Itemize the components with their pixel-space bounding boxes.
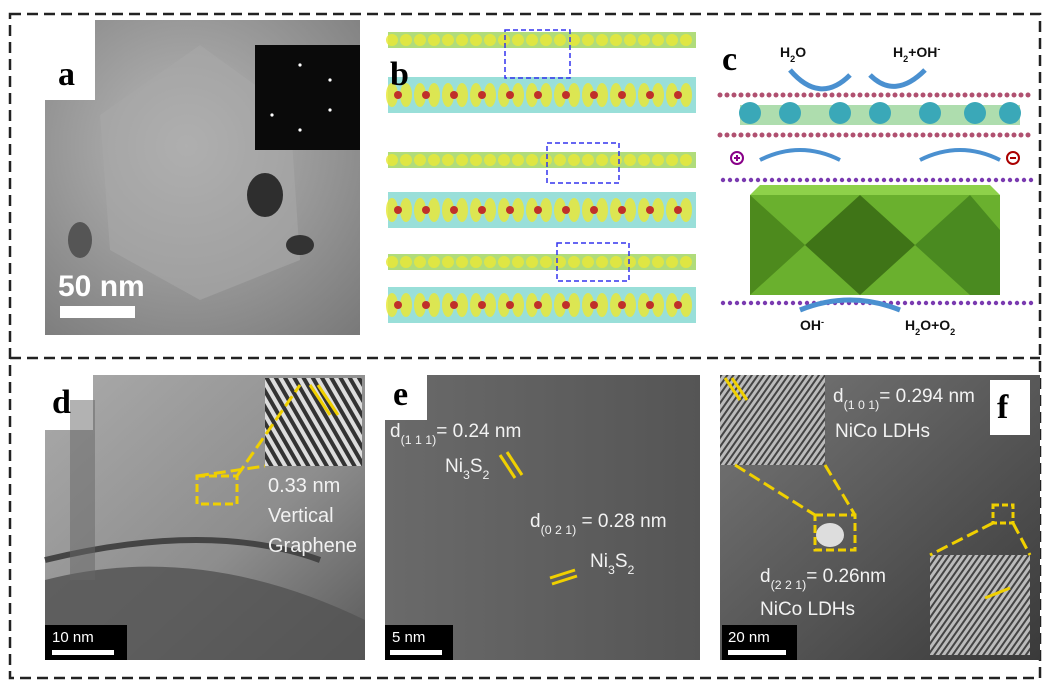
annotation: d(1 0 1)= 0.294 nm xyxy=(833,386,975,412)
annotation-part: NiCo LDHs xyxy=(835,421,930,442)
annotation-part: - xyxy=(821,317,824,327)
panel-label: a xyxy=(58,56,75,93)
panel-b-image xyxy=(385,25,700,335)
annotation-part: S xyxy=(615,551,628,572)
annotation-part: d xyxy=(760,566,771,587)
annotation: H2O xyxy=(780,44,806,64)
annotation-part: O+O xyxy=(920,317,950,333)
panel-c-diagram xyxy=(717,68,1034,313)
annotation: d(0 2 1) = 0.28 nm xyxy=(530,511,667,537)
annotation-part: Ni xyxy=(590,551,608,572)
annotation: Vertical xyxy=(268,505,334,527)
scale-bar-label: 10 nm xyxy=(52,629,94,646)
annotation: Ni3S2 xyxy=(590,551,635,577)
annotation: H2O+O2 xyxy=(905,317,955,337)
annotation-part: H xyxy=(905,317,915,333)
annotation-part: S xyxy=(470,456,483,477)
annotation-part: = 0.294 nm xyxy=(879,386,975,407)
annotation-part: d xyxy=(530,511,541,532)
annotation-part: +OH xyxy=(908,44,937,60)
annotation: NiCo LDHs xyxy=(760,599,855,620)
annotation-part: 2 xyxy=(903,54,908,64)
annotation-part: (1 0 1) xyxy=(844,398,880,412)
panel-label: d xyxy=(52,384,71,421)
panel-f-image xyxy=(720,375,1040,660)
annotation-part: 2 xyxy=(950,327,955,337)
annotation: NiCo LDHs xyxy=(835,421,930,442)
annotation-part: 3 xyxy=(463,468,470,482)
annotation: d(1 1 1)= 0.24 nm xyxy=(390,421,521,447)
annotation: Ni3S2 xyxy=(445,456,490,482)
annotation-part: H xyxy=(780,44,790,60)
annotation-part: 2 xyxy=(915,327,920,337)
annotation-part: 2 xyxy=(790,54,795,64)
annotation-part: Ni xyxy=(445,456,463,477)
annotation-part: 2 xyxy=(628,563,635,577)
panel-label: f xyxy=(997,389,1009,426)
annotation-part: d xyxy=(390,421,401,442)
annotation-part: (2 2 1) xyxy=(771,578,807,592)
annotation-part: H xyxy=(893,44,903,60)
scale-bar-label: 50 nm xyxy=(58,270,145,303)
annotation-part: = 0.26nm xyxy=(806,566,886,587)
annotation-part: d xyxy=(833,386,844,407)
annotation-part: 2 xyxy=(483,468,490,482)
annotation: Graphene xyxy=(268,535,357,557)
annotation-part: (1 1 1) xyxy=(401,433,437,447)
annotation-part: (0 2 1) xyxy=(541,523,577,537)
annotation: d(2 2 1)= 0.26nm xyxy=(760,566,886,592)
scale-bar-label: 20 nm xyxy=(728,629,770,646)
annotation-part: = 0.24 nm xyxy=(436,421,521,442)
panel-e-image xyxy=(385,375,700,660)
panel-label: e xyxy=(393,376,408,413)
frame xyxy=(8,12,1042,680)
annotation-part: 3 xyxy=(608,563,615,577)
annotation-part: - xyxy=(937,44,940,54)
panel-label: c xyxy=(722,41,737,78)
annotation: H2+OH- xyxy=(893,44,940,64)
annotation-part: 0.33 nm xyxy=(268,475,340,497)
annotation: OH- xyxy=(800,317,824,333)
panel-label: b xyxy=(390,56,409,93)
annotation-part: = 0.28 nm xyxy=(576,511,666,532)
annotation-part: O xyxy=(795,44,806,60)
annotation-part: Vertical xyxy=(268,505,334,527)
panel-d-image xyxy=(44,375,365,660)
scale-bar-label: 5 nm xyxy=(392,629,425,646)
annotation-part: NiCo LDHs xyxy=(760,599,855,620)
annotation-part: OH xyxy=(800,317,821,333)
annotation: 0.33 nm xyxy=(268,475,340,497)
annotation-part: Graphene xyxy=(268,535,357,557)
panel-a-image xyxy=(45,20,360,335)
